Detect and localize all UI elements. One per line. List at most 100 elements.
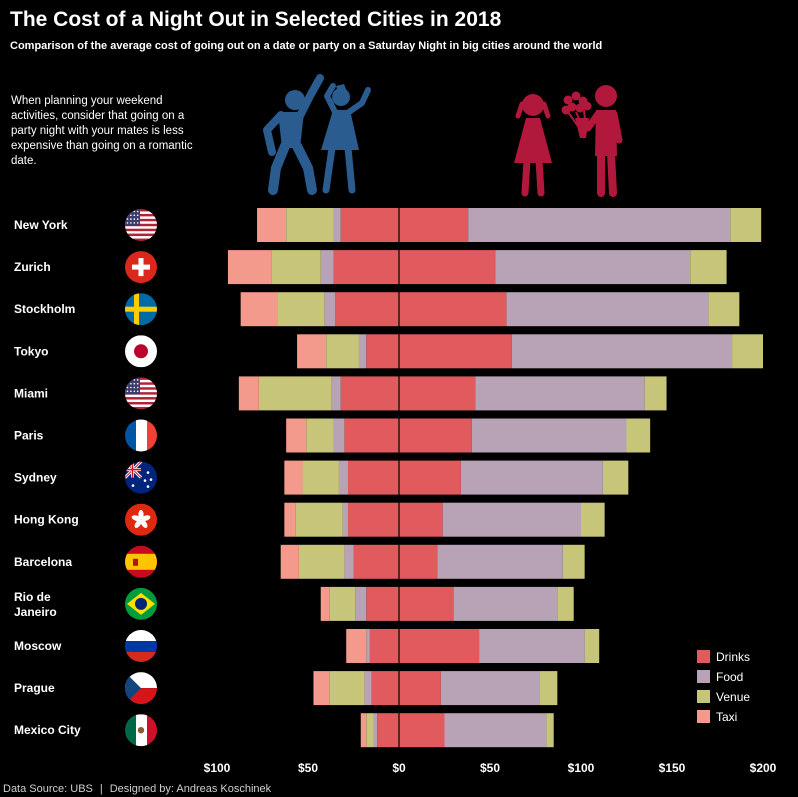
legend-label-drinks: Drinks [716,650,750,664]
bar-party-taxi [227,250,272,285]
person-dress [514,118,552,163]
bar-party-venue [329,671,365,706]
bar-date-venue [626,418,651,453]
person-arm [584,110,602,132]
bar-party-food [320,250,334,285]
bar-date-drinks [399,586,454,621]
person-arm [610,110,623,144]
bar-date-drinks [399,460,461,495]
bar-party-drinks [353,544,399,579]
city-label: Hong Kong [14,513,79,527]
bar-party-drinks [335,292,399,327]
bar-party-food [333,418,345,453]
brazil-flag-icon [125,587,157,620]
legend-swatch-drinks [697,650,710,663]
bar-party-drinks [369,629,399,663]
mexico-flag-icon [125,714,157,747]
bouquet-wrap [575,118,589,138]
person-arm [324,83,338,115]
bar-date-food [479,629,585,663]
legend-swatch-taxi [697,710,710,723]
flower [582,101,592,111]
bar-date-food [453,586,558,621]
bar-date-drinks [399,418,472,453]
bar-party-food [331,376,341,411]
bar-date-food [506,292,709,327]
city-label: Paris [14,429,44,443]
bar-date-drinks [399,671,441,706]
bar-party-taxi [360,713,367,748]
x-tick-label: $0 [392,761,406,775]
bar-date-venue [539,671,558,706]
bar-date-food [444,713,547,748]
city-label: Miami [14,386,48,400]
bar-date-drinks [399,629,480,663]
spain-flag-icon [125,545,157,578]
bar-date-drinks [399,713,445,748]
bar-party-drinks [340,208,399,242]
bar-party-venue [298,544,345,579]
bar-date-drinks [399,376,476,411]
legend-swatch-food [697,670,710,683]
bar-party-drinks [340,376,399,411]
x-tick-label: $50 [480,761,500,775]
czech-flag-icon [125,672,157,705]
bar-party-taxi [286,418,307,453]
bar-party-taxi [280,544,299,579]
bar-party-venue [302,460,339,495]
bar-party-drinks [366,586,399,621]
city-label: Prague [14,681,55,695]
hong-kong-flag-icon [125,503,157,536]
person-leg [597,150,617,197]
bar-date-drinks [399,334,512,369]
legend-label-food: Food [716,670,743,684]
x-tick-label: $100 [204,761,231,775]
chart-subtitle: Comparison of the average cost of going … [10,40,603,52]
person-leg [322,144,336,194]
bar-party-food [364,671,372,706]
chart-title: The Cost of a Night Out in Selected Citi… [10,8,502,31]
bar-party-drinks [333,250,399,285]
city-label: Stockholm [14,302,75,316]
bar-party-food [366,629,370,663]
person-leg [521,156,545,197]
city-label: Rio de Janeiro [14,590,57,619]
person-leg [268,141,290,195]
bar-date-food [495,250,691,285]
bar-party-taxi [238,376,259,411]
switzerland-flag-icon [125,251,157,284]
bar-party-food [355,586,367,621]
person-arm [296,74,324,120]
bar-party-food [373,713,378,748]
person-head [332,88,350,106]
flower [563,95,573,105]
bar-date-food [468,208,731,242]
x-tick-label: $150 [659,761,686,775]
bar-party-venue [286,208,334,242]
person-leg [344,144,356,194]
bar-party-venue [258,376,332,411]
bar-party-venue [277,292,325,327]
bar-party-food [344,544,354,579]
bar-date-food [471,418,627,453]
person-arm [346,87,371,115]
bar-party-venue [271,250,321,285]
dancing-couple-icon [263,74,371,195]
person-head [285,90,305,110]
bar-party-venue [329,586,356,621]
person-head [595,85,617,107]
bar-date-venue [602,460,629,495]
bar-party-taxi [284,502,296,537]
city-label: Moscow [14,639,62,653]
bar-party-taxi [320,586,330,621]
city-label: New York [14,218,68,232]
bar-party-drinks [344,418,399,453]
bar-date-food [511,334,733,369]
person-hands [515,101,551,119]
bar-date-drinks [399,502,443,537]
usa-flag-icon [125,209,157,241]
data-source: Data Source: UBS [3,783,93,795]
person-leg [292,141,317,195]
city-label: Barcelona [14,555,72,569]
